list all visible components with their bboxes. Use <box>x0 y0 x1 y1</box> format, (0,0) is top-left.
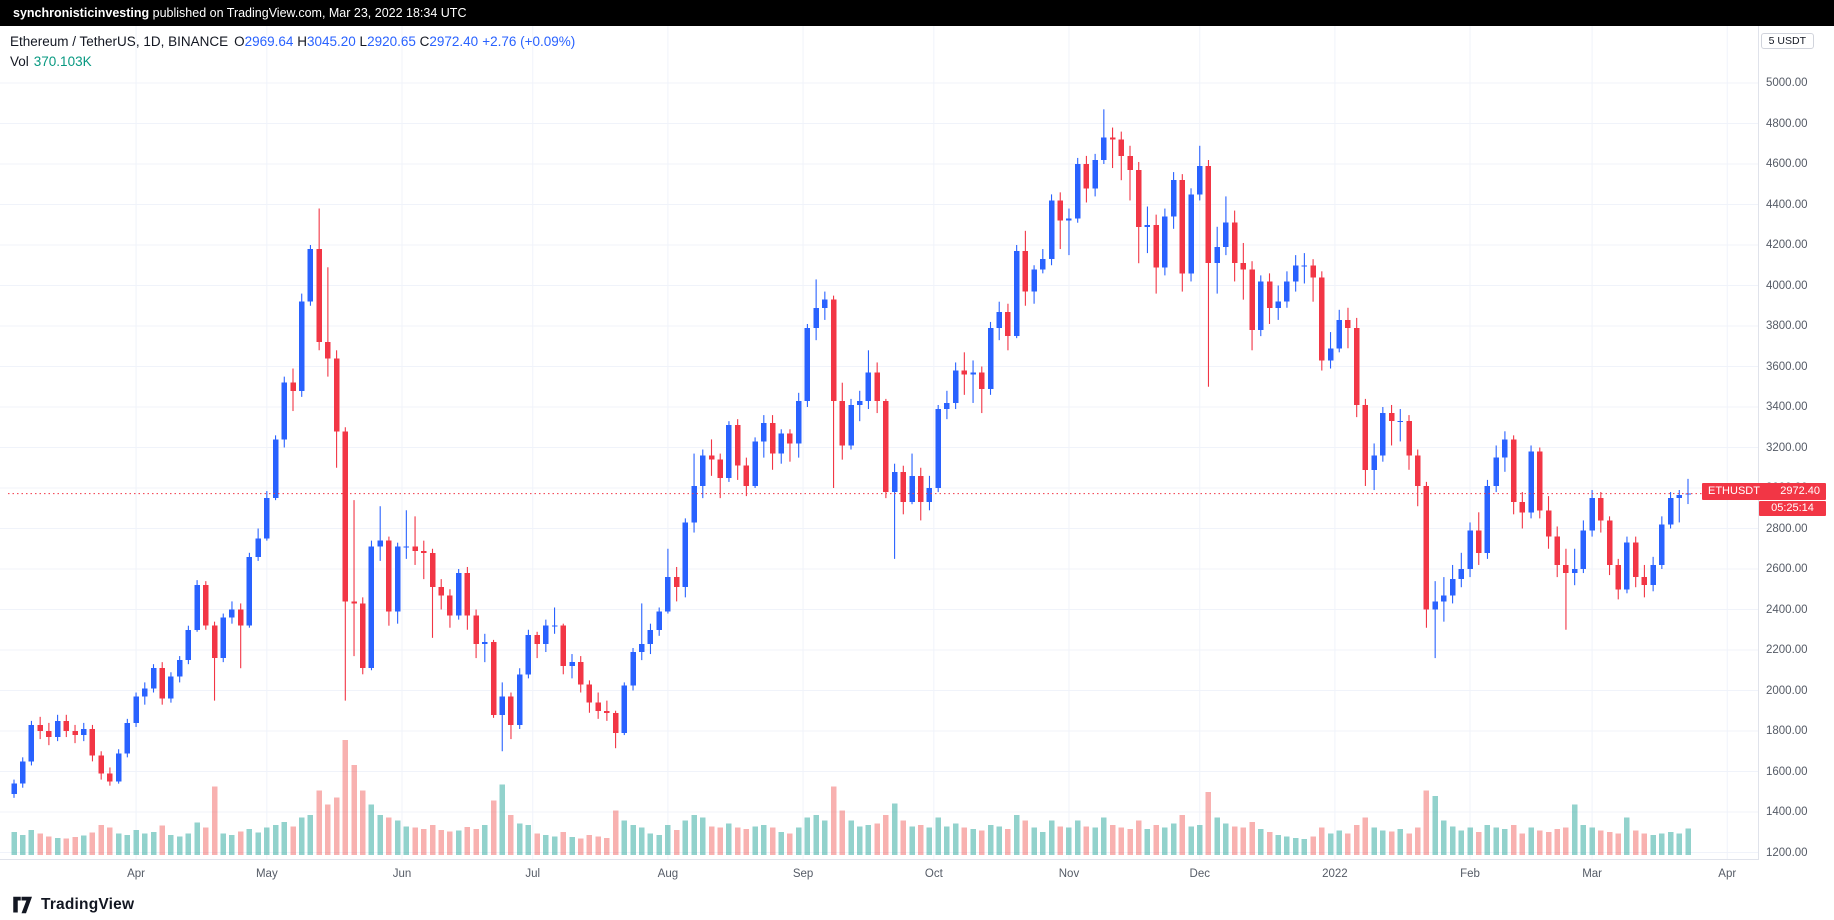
last-price-tag: ETHUSDT 2972.40 05:25:14 <box>1702 482 1826 516</box>
attribution-bar: synchronisticinvesting published on Trad… <box>0 0 1834 26</box>
price-axis-label: 1400.00 <box>1766 806 1808 818</box>
time-axis-label: Mar <box>1582 868 1602 880</box>
price-axis-label: 4600.00 <box>1766 158 1808 170</box>
time-axis-label: Nov <box>1058 868 1080 880</box>
legend-separator: , <box>135 34 144 49</box>
price-chart[interactable] <box>0 26 1759 860</box>
time-axis-label: 2022 <box>1322 868 1348 880</box>
axis-unit-badge[interactable]: 5 USDT <box>1760 33 1814 49</box>
time-axis-label: Aug <box>657 868 679 880</box>
time-axis-label: Dec <box>1189 868 1210 880</box>
time-axis-label: Apr <box>1718 868 1737 880</box>
change-value: +2.76 (+0.09%) <box>482 34 576 49</box>
attribution-text: synchronisticinvesting published on Trad… <box>0 6 466 20</box>
price-axis-label: 3200.00 <box>1766 441 1808 454</box>
tradingview-logo-text: TradingView <box>41 896 135 913</box>
tradingview-logo-icon <box>13 896 32 914</box>
volume-layer <box>11 740 1691 856</box>
time-axis-label: Feb <box>1460 868 1480 880</box>
price-axis-label: 3600.00 <box>1766 360 1808 373</box>
volume-label: Vol <box>10 54 29 69</box>
low-letter: L <box>359 34 368 49</box>
price-axis-label: 4400.00 <box>1766 198 1808 211</box>
time-axis-label: Apr <box>127 868 146 880</box>
time-axis-label: Jul <box>525 868 541 880</box>
price-axis-label: 3400.00 <box>1766 401 1808 413</box>
legend-row-main: Ethereum / TetherUS, 1D, BINANCE O2969.64… <box>10 32 575 52</box>
time-axis-label: Sep <box>792 868 814 880</box>
volume-value: 370.103K <box>33 54 92 69</box>
interval-label[interactable]: 1D <box>143 34 161 49</box>
open-letter: O <box>234 34 245 49</box>
attribution-rest: published on TradingView.com, Mar 23, 20… <box>149 6 467 20</box>
attribution-username: synchronisticinvesting <box>13 6 150 20</box>
chart-root: Ethereum / TetherUS, 1D, BINANCE O2969.64… <box>0 26 1834 920</box>
price-axis-label: 2200.00 <box>1766 644 1808 656</box>
close-letter: C <box>419 34 430 49</box>
time-axis[interactable]: Apr May Jun Jul Aug Sep Oct Nov Dec 2022 Feb Mar Apr <box>0 859 1759 920</box>
low-value: 2920.65 <box>367 34 416 49</box>
time-axis-label: Oct <box>924 868 943 880</box>
last-price-symbol: ETHUSDT <box>1708 484 1760 497</box>
close-value: 2972.40 <box>429 34 479 49</box>
symbol-title[interactable]: Ethereum / TetherUS <box>10 34 136 49</box>
time-axis-label: Jun <box>392 868 412 880</box>
price-axis-label: 1600.00 <box>1766 765 1808 778</box>
price-axis-label: 4200.00 <box>1766 239 1808 251</box>
candles-layer <box>11 109 1691 798</box>
chart-legend: Ethereum / TetherUS, 1D, BINANCE O2969.64… <box>10 32 575 72</box>
time-axis-label: May <box>255 868 278 880</box>
price-axis-label: 2400.00 <box>1766 603 1808 616</box>
open-value: 2969.64 <box>244 34 294 49</box>
price-axis-label: 2600.00 <box>1766 563 1808 575</box>
legend-separator: , <box>160 34 169 49</box>
high-value: 3045.20 <box>306 34 356 49</box>
ohlc-values: O2969.64 H3045.20 L2920.65 C2972.40 <box>234 34 478 49</box>
high-letter: H <box>297 34 307 49</box>
price-axis-label: 4000.00 <box>1766 279 1808 292</box>
bar-countdown: 05:25:14 <box>1759 500 1826 516</box>
chart-pane[interactable] <box>0 26 1759 860</box>
exchange-label: BINANCE <box>168 34 229 49</box>
price-axis-label: 4800.00 <box>1766 117 1808 130</box>
price-axis-label: 5000.00 <box>1766 77 1808 89</box>
last-price-tag-main: ETHUSDT 2972.40 <box>1702 482 1826 500</box>
price-axis-label: 1200.00 <box>1766 846 1808 859</box>
price-axis-label: 3800.00 <box>1766 320 1808 332</box>
legend-row-volume: Vol 370.103K <box>10 52 575 72</box>
tradingview-logo[interactable]: TradingView <box>12 896 134 914</box>
price-axis[interactable]: 5000.00 4800.00 4600.00 4400.00 4200.00 4000.… <box>1758 26 1834 920</box>
last-price-value: 2972.40 <box>1780 484 1820 497</box>
grid-layer <box>0 26 1759 860</box>
price-axis-label: 1800.00 <box>1766 725 1808 737</box>
price-axis-label: 2000.00 <box>1766 684 1808 697</box>
price-axis-label: 2800.00 <box>1766 522 1808 535</box>
